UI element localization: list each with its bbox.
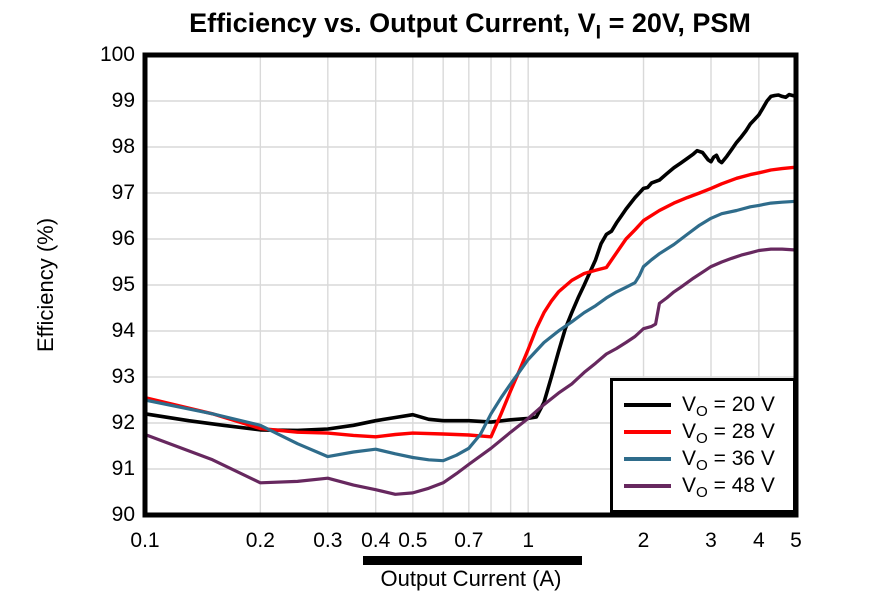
y-tick-label: 100 [99, 43, 135, 66]
x-tick-label: 4 [753, 529, 765, 552]
legend-item-vo-36v: VO = 36 V [624, 446, 793, 473]
y-tick-label: 91 [111, 457, 135, 480]
legend: VO = 20 V VO = 28 V VO = 36 V VO = 48 V [610, 378, 796, 513]
legend-label: VO = 48 V [682, 474, 775, 502]
x-tick-label: 3 [705, 529, 717, 552]
legend-label-subscript: O [696, 430, 708, 448]
legend-item-vo-20v: VO = 20 V [624, 392, 793, 419]
legend-line-sample [624, 402, 671, 408]
x-tick-label: 2 [637, 529, 650, 552]
chart-title: Efficiency vs. Output Current, VI = 20V,… [189, 8, 751, 42]
legend-line-sample [624, 456, 671, 462]
y-tick-label: 96 [111, 227, 135, 250]
x-tick-label: 0.3 [313, 529, 343, 552]
plot-border [142, 52, 799, 518]
series-line-vo-48v [143, 247, 798, 496]
legend-item-vo-28v: VO = 28 V [624, 419, 793, 446]
y-tick-label: 99 [111, 89, 135, 112]
y-tick-label: 97 [111, 181, 135, 204]
black-bar [363, 556, 582, 565]
x-tick-label: 0.2 [245, 529, 275, 552]
legend-line-sample [624, 483, 671, 489]
legend-label-subscript: O [696, 457, 708, 475]
x-tick-label: 1 [522, 529, 535, 552]
legend-line-sample [624, 429, 671, 435]
legend-label-subscript: O [696, 403, 708, 421]
legend-item-vo-48v: VO = 48 V [624, 473, 793, 500]
y-tick-label: 93 [111, 365, 135, 388]
x-tick-label: 0.1 [130, 529, 160, 552]
y-tick-label: 94 [111, 319, 135, 342]
x-tick-label: 5 [790, 529, 802, 552]
legend-label: VO = 28 V [682, 420, 775, 448]
y-tick-label: 92 [111, 411, 135, 434]
y-tick-label: 90 [111, 503, 135, 526]
x-tick-label: 0.5 [398, 529, 428, 552]
chart-title-main: Efficiency vs. Output Current, V [189, 8, 596, 38]
y-tick-label: 98 [111, 135, 135, 158]
series-line-vo-36v [143, 199, 798, 463]
series-line-vo-20v [143, 92, 798, 433]
y-tick-label: 95 [111, 273, 135, 296]
chart-title-rest: = 20V, PSM [601, 8, 751, 38]
legend-label: VO = 36 V [682, 447, 775, 475]
legend-label-subscript: O [696, 484, 708, 502]
x-axis-title: Output Current (A) [380, 566, 562, 591]
legend-label: VO = 20 V [682, 393, 775, 421]
x-tick-label: 0.7 [454, 529, 484, 552]
series-line-vo-28v [143, 165, 798, 439]
chart-title-subscript: I [595, 21, 602, 44]
x-tick-label: 0.4 [361, 529, 391, 552]
